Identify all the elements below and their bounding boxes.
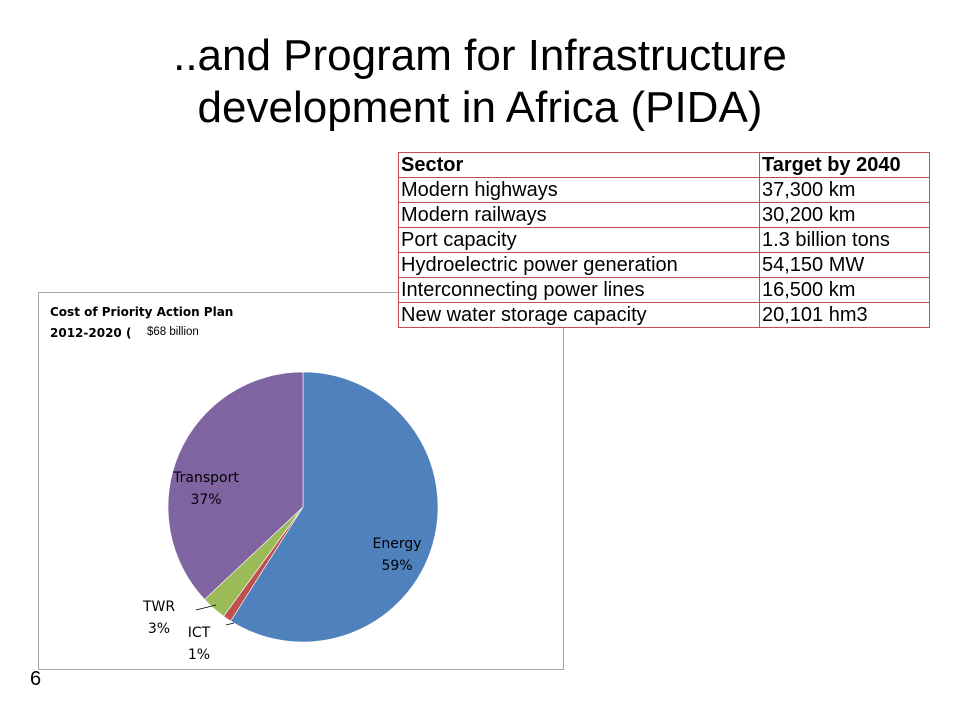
table-cell-sector: Modern highways: [398, 177, 760, 203]
table-row: Interconnecting power lines 16,500 km: [398, 277, 930, 303]
slice-label-ict: ICT: [188, 625, 211, 641]
chart-title-line-2: 2012-2020 (: [50, 326, 132, 340]
table-row: Modern railways 30,200 km: [398, 202, 930, 228]
table-cell-target: 30,200 km: [759, 202, 930, 228]
table-cell-sector: Hydroelectric power generation: [398, 252, 760, 278]
table-cell-target: 54,150 MW: [759, 252, 930, 278]
table-cell-target: 1.3 billion tons: [759, 227, 930, 253]
table-cell-sector: Modern railways: [398, 202, 760, 228]
slide-title-line-2: development in Africa (PIDA): [197, 83, 763, 132]
slide-title: ..and Program for Infrastructure develop…: [60, 30, 900, 134]
slice-label-twr: TWR: [142, 599, 175, 615]
slice-percent-ict: 1%: [188, 647, 210, 663]
table-cell-target: 20,101 hm3: [759, 302, 930, 328]
pie-slice-energy: [230, 371, 439, 643]
table-row: New water storage capacity 20,101 hm3: [398, 302, 930, 328]
slice-label-transport: Transport: [172, 470, 239, 486]
targets-table: Sector Target by 2040 Modern highways 37…: [398, 152, 930, 328]
chart-title-line-1: Cost of Priority Action Plan: [50, 305, 234, 319]
table-row: Hydroelectric power generation 54,150 MW: [398, 252, 930, 278]
slice-percent-energy: 59%: [381, 558, 412, 574]
table-cell-sector: Interconnecting power lines: [398, 277, 760, 303]
table-row: Port capacity 1.3 billion tons: [398, 227, 930, 253]
header-sector: Sector: [398, 152, 760, 178]
table-cell-target: 37,300 km: [759, 177, 930, 203]
pie-chart: Cost of Priority Action Plan 2012-2020 (…: [38, 292, 564, 670]
table-row: Modern highways 37,300 km: [398, 177, 930, 203]
leader-line-ict: [225, 622, 235, 626]
table-header-row: Sector Target by 2040: [398, 152, 930, 178]
table-cell-target: 16,500 km: [759, 277, 930, 303]
pie-plot-area: Energy 59% ICT 1% TWR 3% Transport 37%: [142, 371, 439, 663]
table-cell-sector: New water storage capacity: [398, 302, 760, 328]
page-number: 6: [30, 668, 42, 690]
chart-subtitle: $68 billion: [145, 326, 201, 338]
leader-line-twr: [195, 604, 217, 611]
header-target: Target by 2040: [759, 152, 930, 178]
table-cell-sector: Port capacity: [398, 227, 760, 253]
slice-percent-twr: 3%: [148, 621, 170, 637]
chart-title: Cost of Priority Action Plan 2012-2020 (: [50, 302, 233, 344]
slice-percent-transport: 37%: [190, 492, 221, 508]
slice-label-energy: Energy: [372, 536, 421, 552]
pie-slice-transport: [167, 371, 304, 600]
slide-title-line-1: ..and Program for Infrastructure: [173, 31, 787, 80]
